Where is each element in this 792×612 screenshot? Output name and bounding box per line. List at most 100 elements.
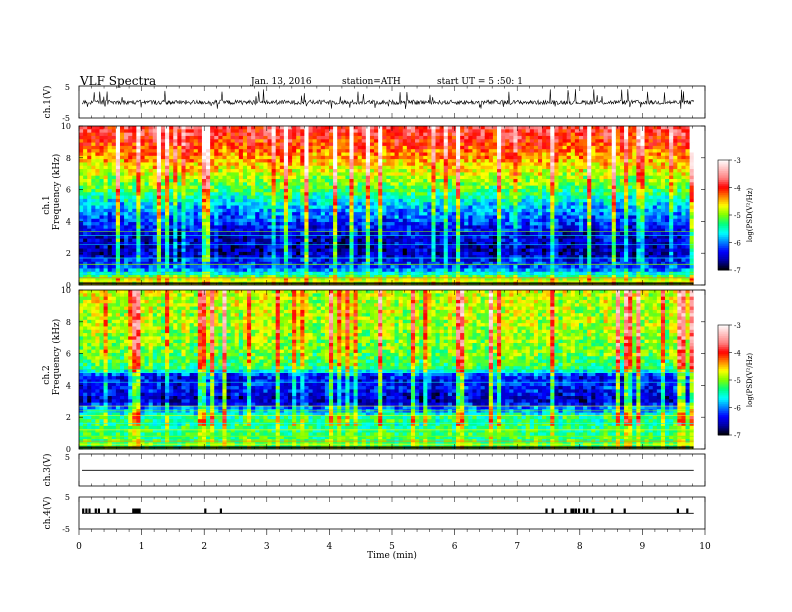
spectrogram-cell (447, 126, 453, 130)
spectrogram-cell (451, 235, 457, 240)
spectrogram-cell (181, 208, 186, 213)
spectrogram-cell (398, 225, 404, 230)
spectrogram-cell (255, 215, 260, 220)
spectrogram-cell (312, 195, 318, 200)
spectrogram-cell (398, 169, 404, 173)
spectrogram-cell (300, 232, 305, 236)
spectrogram-cell (206, 198, 211, 203)
spectrogram-cell (447, 192, 453, 196)
spectrogram-cell (328, 248, 334, 253)
spectrogram-cell (357, 135, 363, 140)
spectrogram-cell (431, 241, 436, 246)
spectrogram-cell (152, 255, 158, 259)
spectrogram-cell (337, 232, 342, 236)
spectrogram-cell (439, 241, 445, 246)
spectrogram-cell (238, 241, 244, 246)
spectrogram-cell (230, 218, 236, 223)
spectrogram-cell (255, 205, 260, 210)
spectrogram-cell (119, 139, 125, 143)
spectrogram-cell (111, 132, 117, 137)
spectrogram-cell (353, 215, 359, 220)
spectrogram-cell (328, 155, 334, 160)
spectrogram-cell (87, 195, 92, 200)
spectrogram-cell (283, 192, 289, 196)
spectrogram-cell (103, 179, 109, 183)
spectrogram-cell (128, 248, 133, 253)
spectrogram-cell (83, 255, 88, 259)
spectrogram-cell (476, 188, 482, 193)
spectrogram-cell (238, 135, 244, 140)
spectrogram-cell (132, 159, 137, 163)
spectrogram-cell (87, 169, 92, 173)
spectrogram-cell (160, 152, 166, 157)
spectrogram-cell (324, 228, 330, 233)
spectrogram-cell (148, 225, 154, 230)
spectrogram-cell (156, 212, 162, 216)
spectrogram-cell (136, 212, 141, 216)
spectrogram-cell (292, 228, 297, 233)
spectrogram-cell (427, 241, 432, 246)
spectrogram-cell (308, 248, 313, 253)
spectrogram-cell (242, 129, 248, 134)
spectrogram-cell (148, 255, 154, 259)
spectrogram-cell (488, 132, 494, 137)
spectrogram-cell (378, 172, 383, 177)
spectrogram-cell (115, 258, 121, 263)
spectrogram-cell (144, 126, 150, 130)
spectrogram-cell (136, 232, 141, 236)
spectrogram-cell (333, 179, 338, 183)
spectrogram-cell (349, 155, 354, 160)
spectrogram-cell (484, 142, 490, 147)
spectrogram-cell (423, 192, 428, 196)
spectrogram-cell (99, 188, 104, 193)
spectrogram-cell (214, 248, 219, 253)
spectrogram-cell (394, 145, 400, 150)
spectrogram-cell (193, 202, 199, 206)
spectrogram-cell (382, 245, 387, 249)
spectrogram-cell (468, 225, 473, 230)
spectrogram-cell (431, 195, 436, 200)
spectrogram-cell (226, 275, 232, 279)
spectrogram-cell (132, 275, 137, 279)
spectrogram-cell (226, 185, 232, 190)
spectrogram-cell (140, 155, 145, 160)
spectrogram-cell (210, 208, 215, 213)
spectrogram-cell (447, 245, 453, 249)
spectrogram-cell (451, 126, 457, 130)
spectrogram-cell (247, 152, 252, 157)
spectrogram-cell (283, 212, 289, 216)
spectrogram-cell (263, 251, 268, 256)
spectrogram-cell (189, 135, 195, 140)
spectrogram-cell (419, 145, 424, 150)
spectrogram-cell (410, 132, 416, 137)
spectrogram-cell (398, 251, 404, 256)
spectrogram-cell (201, 132, 207, 137)
spectrogram-cell (292, 159, 297, 163)
spectrogram-cell (148, 278, 154, 283)
spectrogram-cell (402, 251, 408, 256)
spectrogram-cell (91, 278, 96, 283)
spectrogram-cell (308, 129, 313, 134)
spectrogram-cell (234, 275, 240, 279)
spectrogram-cell (267, 208, 273, 213)
spectrogram-cell (132, 245, 137, 249)
spectrogram-cell (255, 162, 260, 167)
spectrogram-cell (177, 149, 182, 153)
spectrogram-cell (288, 145, 293, 150)
spectrogram-cell (398, 241, 404, 246)
spectrogram-cell (320, 169, 326, 173)
spectrogram-cell (406, 169, 412, 173)
spectrogram-cell (279, 275, 285, 279)
spectrogram-cell (316, 205, 322, 210)
spectrogram-cell (308, 132, 313, 137)
spectrogram-cell (374, 142, 379, 147)
spectrogram-cell (460, 142, 465, 147)
spectrogram-cell (177, 188, 182, 193)
spectrogram-cell (95, 175, 100, 180)
spectrogram-cell (382, 215, 387, 220)
spectrogram-cell (439, 248, 445, 253)
spectrogram-cell (357, 248, 363, 253)
spectrogram-cell (427, 248, 432, 253)
spectrogram-cell (337, 268, 342, 273)
spectrogram-cell (136, 175, 141, 180)
